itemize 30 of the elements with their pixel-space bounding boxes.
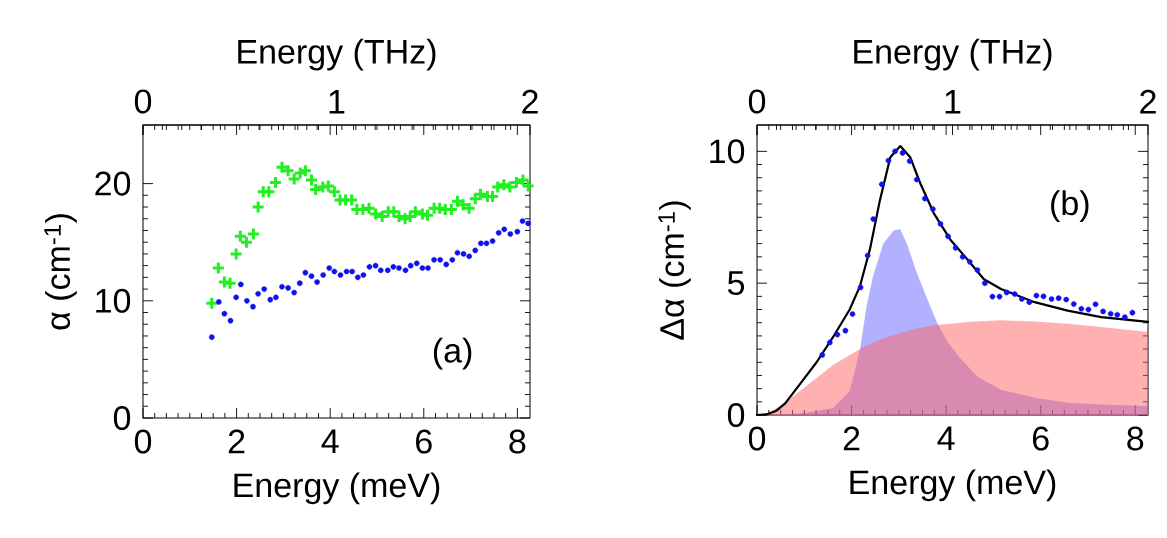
y-axis-title: Δα (cm$^{-1}$) (658, 201, 691, 340)
x2-tick-label: 1 (329, 90, 345, 114)
annotation: (a) (433, 337, 472, 370)
x2-axis-title: Energy (THz) (854, 38, 1052, 71)
y-axis-title: α (cm$^{-1}$) (44, 214, 77, 330)
y-tick-label: 0 (113, 405, 131, 431)
x-tick-label: 0 (748, 426, 766, 451)
y-tick-label: 10 (96, 288, 131, 313)
y-tick-label: 0 (727, 402, 745, 428)
x-tick-label: 6 (416, 429, 432, 454)
x-axis-title: Energy (meV) (234, 472, 440, 505)
x-tick-label: 8 (1127, 426, 1144, 451)
annotation: (b) (1051, 190, 1089, 223)
x-tick-label: 4 (937, 426, 955, 450)
x-tick-label: 2 (228, 429, 245, 454)
x-tick-label: 0 (134, 429, 152, 454)
x-tick-label: 2 (843, 426, 860, 451)
x-axis-title: Energy (meV) (850, 469, 1056, 502)
x2-tick-label: 2 (1140, 89, 1156, 114)
y-tick-label: 5 (727, 271, 745, 296)
x2-tick-label: 1 (945, 90, 961, 114)
x-tick-label: 8 (509, 429, 526, 454)
x2-tick-label: 0 (134, 89, 152, 114)
x-tick-label: 4 (321, 429, 339, 453)
y-tick-label: 20 (95, 171, 131, 196)
x2-axis-title: Energy (THz) (238, 38, 436, 71)
x2-tick-label: 2 (522, 89, 538, 114)
y-tick-label: 10 (710, 139, 745, 164)
x2-tick-label: 0 (748, 89, 766, 114)
x-tick-label: 6 (1032, 426, 1049, 451)
